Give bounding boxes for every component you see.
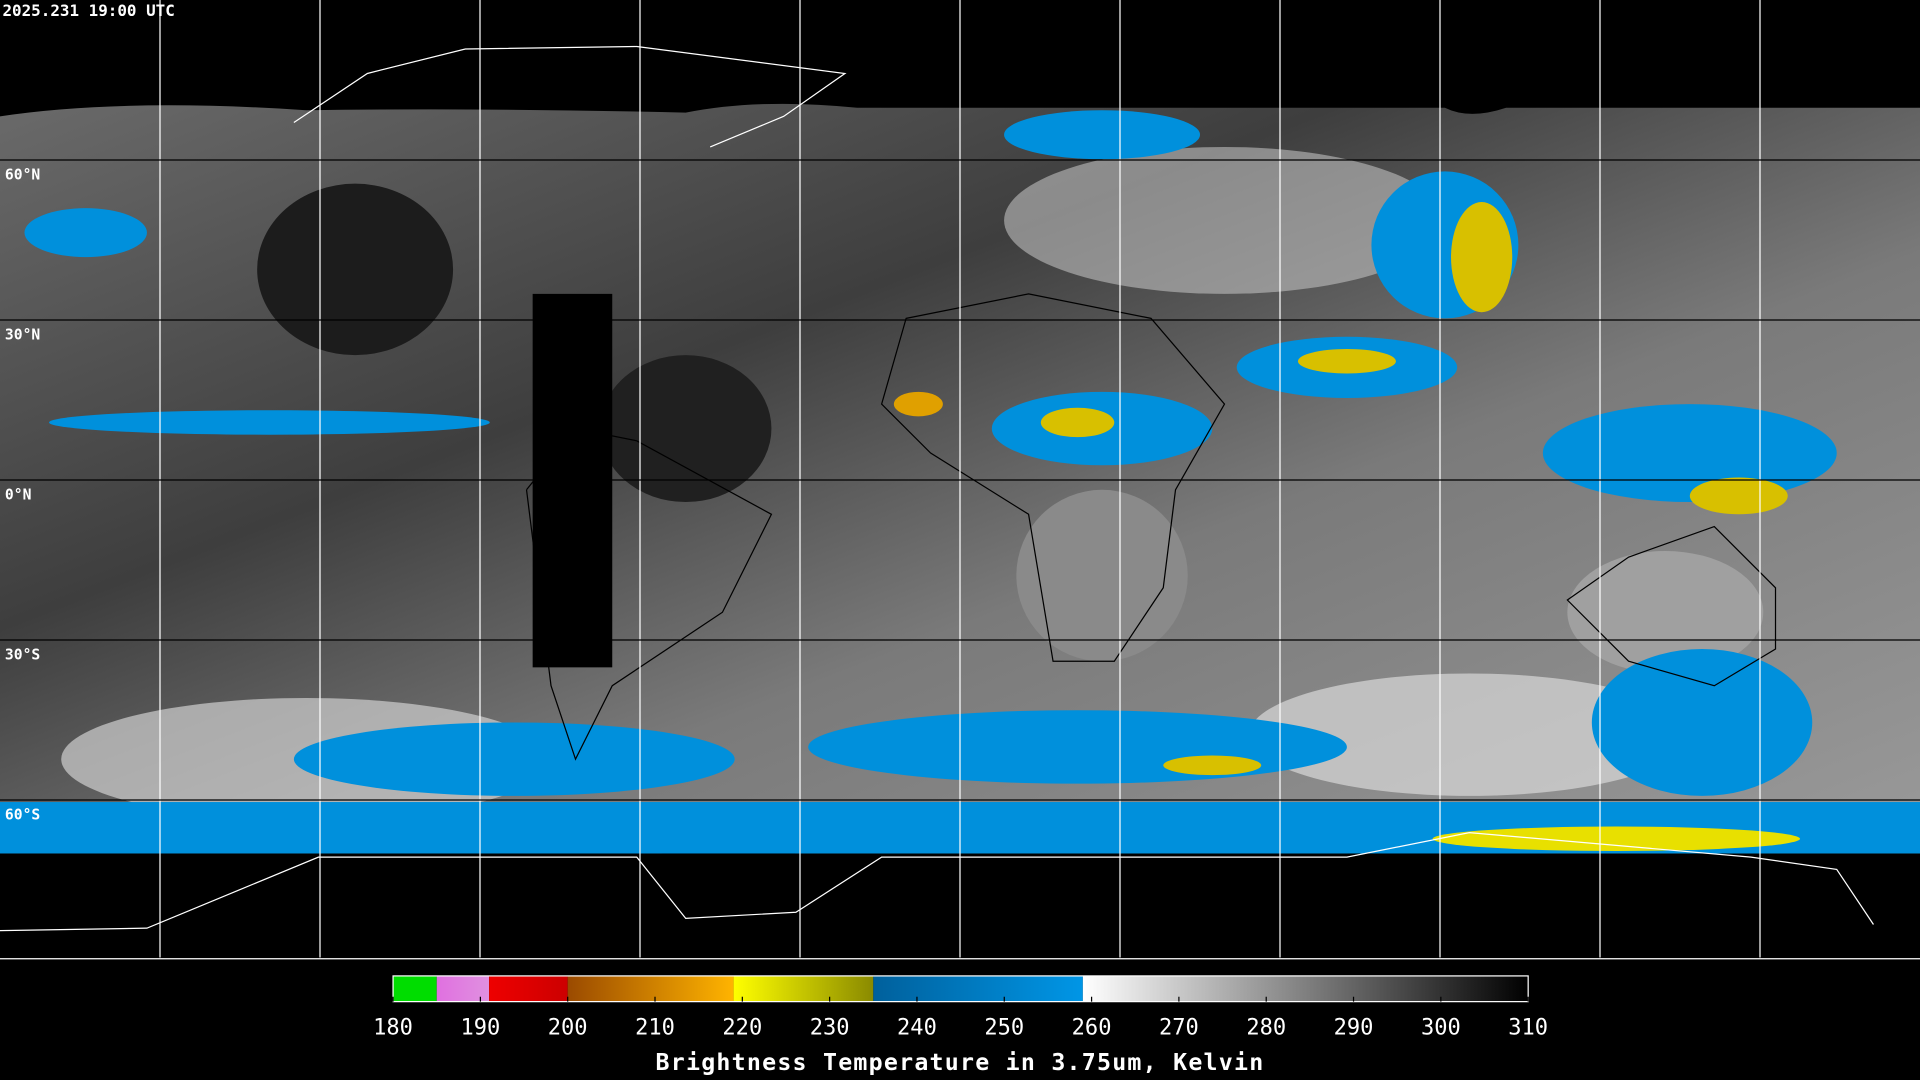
bright-land <box>1016 489 1188 662</box>
colorbar-segment <box>1082 975 1529 1002</box>
cold-cloud <box>1542 404 1837 503</box>
dark-land <box>600 355 772 503</box>
cold-cloud <box>293 722 735 796</box>
cold-cloud <box>1591 648 1813 796</box>
colorbar-segment <box>733 975 874 1002</box>
colorbar-tick-label: 260 <box>1072 1016 1112 1041</box>
colorbar-tick-label: 190 <box>460 1016 500 1041</box>
latitude-label: 60°S <box>5 807 40 824</box>
colorbar-tick-label: 240 <box>897 1016 937 1041</box>
colorbar-segment <box>489 975 568 1002</box>
colorbar: 180 190 200 210 220 230 240 250 260 270 280 290 300 3… <box>373 975 1548 1041</box>
colorbar-tick-label: 220 <box>722 1016 762 1041</box>
cold-cloud <box>808 710 1347 784</box>
deep-convection <box>1163 755 1262 776</box>
colorbar-frame <box>392 975 1529 1003</box>
colorbar-tick-label: 280 <box>1246 1016 1286 1041</box>
cold-cloud <box>48 410 490 435</box>
colorbar-tick-label: 310 <box>1508 1016 1548 1041</box>
colorbar-segment <box>436 975 490 1002</box>
timestamp: 2025.231 19:00 UTC <box>2 1 174 20</box>
colorbar-title: Brightness Temperature in 3.75um, Kelvin <box>656 1049 1265 1076</box>
colorbar-segment <box>567 975 734 1002</box>
coastline <box>880 293 1226 662</box>
colorbar-tick-label: 250 <box>984 1016 1024 1041</box>
colorbar-tick-label: 230 <box>810 1016 850 1041</box>
coastline <box>293 45 847 148</box>
colorbar-tick-label: 200 <box>548 1016 588 1041</box>
cloud <box>1004 146 1445 294</box>
deep-convection <box>1689 477 1788 515</box>
deep-convection <box>1040 407 1115 438</box>
colorbar-tick-label: 180 <box>373 1016 413 1041</box>
deep-convection <box>1451 202 1513 313</box>
latitude-label: 60°N <box>5 167 40 184</box>
coastline <box>525 427 773 761</box>
bright-land <box>1567 551 1764 674</box>
deep-convection <box>893 391 943 417</box>
cloud <box>1248 673 1690 796</box>
cold-cloud <box>1004 110 1200 160</box>
coastline <box>1566 525 1777 687</box>
graticule: 60°N 30°N 0°N 30°S 60°S <box>0 0 1920 960</box>
colorbar-segment <box>873 975 1083 1002</box>
cold-cloud <box>24 208 147 258</box>
colorbar-tick-label: 210 <box>635 1016 675 1041</box>
colorbar-tick-label: 290 <box>1334 1016 1374 1041</box>
colorbar-segment <box>393 975 437 1002</box>
dark-land <box>257 183 454 356</box>
colorbar-tick-label: 300 <box>1421 1016 1461 1041</box>
colorbar-tick-label: 270 <box>1159 1016 1199 1041</box>
latitude-label: 30°N <box>5 327 40 344</box>
latitude-label: 30°S <box>5 647 40 664</box>
deep-convection <box>1297 348 1396 374</box>
latitude-label: 0°N <box>5 487 32 504</box>
deep-convection <box>1432 826 1800 852</box>
coastline <box>0 832 1874 932</box>
